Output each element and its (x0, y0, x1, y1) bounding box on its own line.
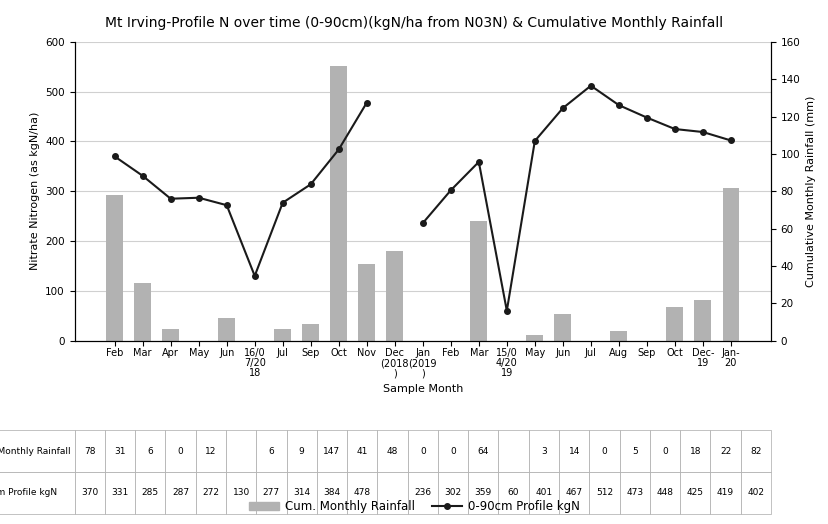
Bar (134, 283, 151, 341)
Bar (162, 330, 179, 341)
X-axis label: Sample Month: Sample Month (383, 384, 462, 394)
Bar (469, 221, 487, 341)
Bar (274, 330, 291, 341)
Legend: Cum. Monthly Rainfall, 0-90cm Profile kgN: Cum. Monthly Rainfall, 0-90cm Profile kg… (244, 496, 584, 518)
Bar (609, 331, 627, 341)
Bar (722, 188, 739, 341)
Bar (218, 318, 235, 341)
Bar (358, 264, 375, 341)
Y-axis label: Nitrate Nitrogen (as kgN/ha): Nitrate Nitrogen (as kgN/ha) (30, 112, 40, 270)
Bar (694, 300, 710, 341)
Bar (526, 335, 542, 341)
Bar (554, 314, 570, 341)
Bar (106, 195, 123, 341)
Bar (666, 307, 682, 341)
Bar (386, 251, 402, 341)
Bar (302, 324, 319, 341)
Y-axis label: Cumulative Monthly Rainfall (mm): Cumulative Monthly Rainfall (mm) (805, 95, 815, 287)
Text: Mt Irving-Profile N over time (0-90cm)(kgN/ha from N03N) & Cumulative Monthly Ra: Mt Irving-Profile N over time (0-90cm)(k… (105, 16, 723, 30)
Bar (330, 66, 347, 341)
